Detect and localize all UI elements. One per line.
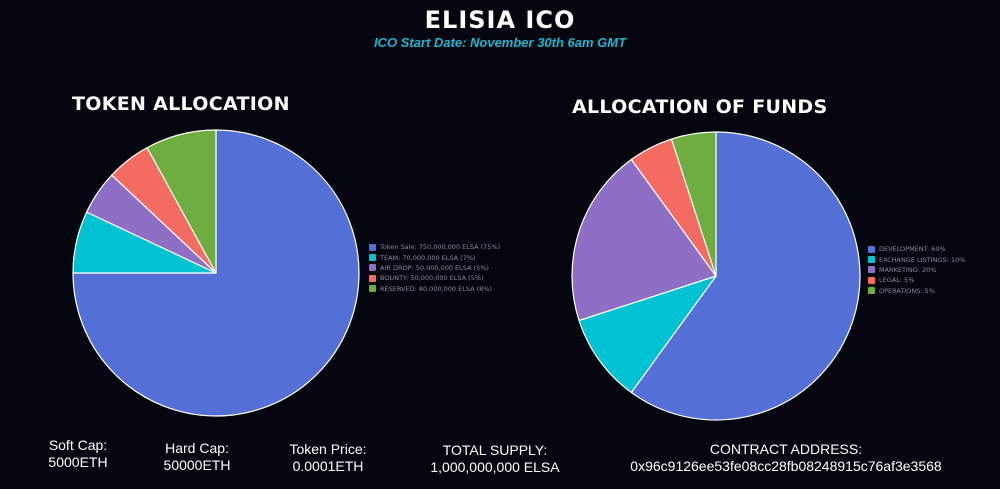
- page-title: ELISIA ICO: [424, 6, 576, 34]
- token-allocation-legend-label-0: Token Sale: 750,000,000 ELSA (75%): [380, 243, 501, 252]
- token-allocation-legend-item-0: Token Sale: 750,000,000 ELSA (75%): [369, 242, 500, 252]
- token-allocation-legend-item-4: RESERVED: 80,000,000 ELSA (8%): [369, 284, 500, 294]
- funds-allocation-legend-item-4: OPERATIONS: 5%: [868, 286, 965, 296]
- token-allocation-title: TOKEN ALLOCATION: [72, 93, 290, 115]
- allocation-of-funds-title: ALLOCATION OF FUNDS: [572, 96, 828, 118]
- funds-allocation-slice-4: [670, 131, 717, 277]
- funds-allocation-legend-label-3: LEGAL: 5%: [879, 276, 915, 285]
- funds-allocation-legend-swatch-1: [868, 256, 875, 264]
- token-price-label: Token Price:: [289, 441, 367, 457]
- funds-allocation-legend-swatch-3: [868, 276, 875, 284]
- funds-allocation-legend-item-1: EXCHANGE LISTINGS: 10%: [868, 254, 965, 264]
- funds-allocation-slice-1: [578, 275, 717, 394]
- token-allocation-legend-swatch-4: [369, 285, 376, 293]
- token-allocation-legend-swatch-1: [369, 254, 376, 262]
- token-allocation-legend-item-3: BOUNTY: 50,000,000 ELSA (5%): [369, 273, 500, 283]
- soft-cap-label: Soft Cap:: [48, 437, 108, 453]
- total-supply: TOTAL SUPPLY: 1,000,000,000 ELSA: [410, 442, 580, 476]
- token-allocation-legend-swatch-3: [369, 274, 376, 282]
- token-allocation-legend-swatch-0: [369, 243, 376, 251]
- funds-allocation-legend-swatch-4: [868, 287, 875, 295]
- funds-allocation-legend-item-3: LEGAL: 5%: [868, 275, 965, 285]
- token-allocation-legend-label-3: BOUNTY: 50,000,000 ELSA (5%): [380, 274, 484, 283]
- funds-allocation-slice-2: [571, 158, 717, 322]
- total-supply-label: TOTAL SUPPLY:: [442, 442, 548, 458]
- allocation-of-funds-legend: DEVELOPMENT: 60% EXCHANGE LISTINGS: 10% MA…: [868, 244, 965, 296]
- funds-allocation-legend-label-0: DEVELOPMENT: 60%: [879, 245, 946, 254]
- token-allocation-slice-0: [72, 129, 360, 417]
- token-price: Token Price: 0.0001ETH: [268, 441, 388, 475]
- hard-cap: Hard Cap: 50000ETH: [147, 440, 247, 474]
- hard-cap-value: 50000ETH: [163, 457, 231, 473]
- contract-address-label: CONTRACT ADDRESS:: [709, 441, 863, 457]
- funds-allocation-legend-swatch-0: [868, 245, 875, 253]
- token-allocation-legend-label-2: AIR DROP: 50,000,000 ELSA (5%): [380, 263, 489, 272]
- funds-allocation-legend-swatch-2: [868, 266, 875, 274]
- soft-cap-value: 5000ETH: [48, 454, 108, 470]
- funds-allocation-legend-item-2: MARKETING: 20%: [868, 265, 965, 275]
- total-supply-value: 1,000,000,000 ELSA: [430, 459, 560, 475]
- funds-allocation-legend-item-0: DEVELOPMENT: 60%: [868, 244, 965, 254]
- token-allocation-legend-item-2: AIR DROP: 50,000,000 ELSA (5%): [369, 263, 500, 273]
- token-allocation-legend-swatch-2: [369, 264, 376, 272]
- contract-address-value: 0x96c9126ee53fe08cc28fb08248915c76af3e35…: [630, 458, 942, 474]
- ico-start-date: ICO Start Date: November 30th 6am GMT: [373, 35, 627, 50]
- funds-allocation-legend-label-4: OPERATIONS: 5%: [879, 286, 935, 295]
- funds-allocation-legend-label-1: EXCHANGE LISTINGS: 10%: [879, 255, 966, 264]
- funds-allocation-legend-label-2: MARKETING: 20%: [879, 265, 937, 274]
- token-allocation-legend-item-1: TEAM: 70,000,000 ELSA (7%): [369, 252, 500, 262]
- soft-cap: Soft Cap: 5000ETH: [28, 437, 128, 471]
- token-price-value: 0.0001ETH: [292, 458, 364, 474]
- hard-cap-label: Hard Cap:: [165, 440, 229, 456]
- funds-allocation-slice-0: [630, 131, 861, 421]
- contract-address: CONTRACT ADDRESS: 0x96c9126ee53fe08cc28f…: [608, 441, 964, 475]
- token-allocation-legend-label-1: TEAM: 70,000,000 ELSA (7%): [380, 253, 476, 262]
- token-allocation-slice-4: [146, 129, 217, 274]
- token-allocation-legend-label-4: RESERVED: 80,000,000 ELSA (8%): [380, 284, 492, 293]
- token-allocation-legend: Token Sale: 750,000,000 ELSA (75%) TEAM: …: [369, 242, 500, 294]
